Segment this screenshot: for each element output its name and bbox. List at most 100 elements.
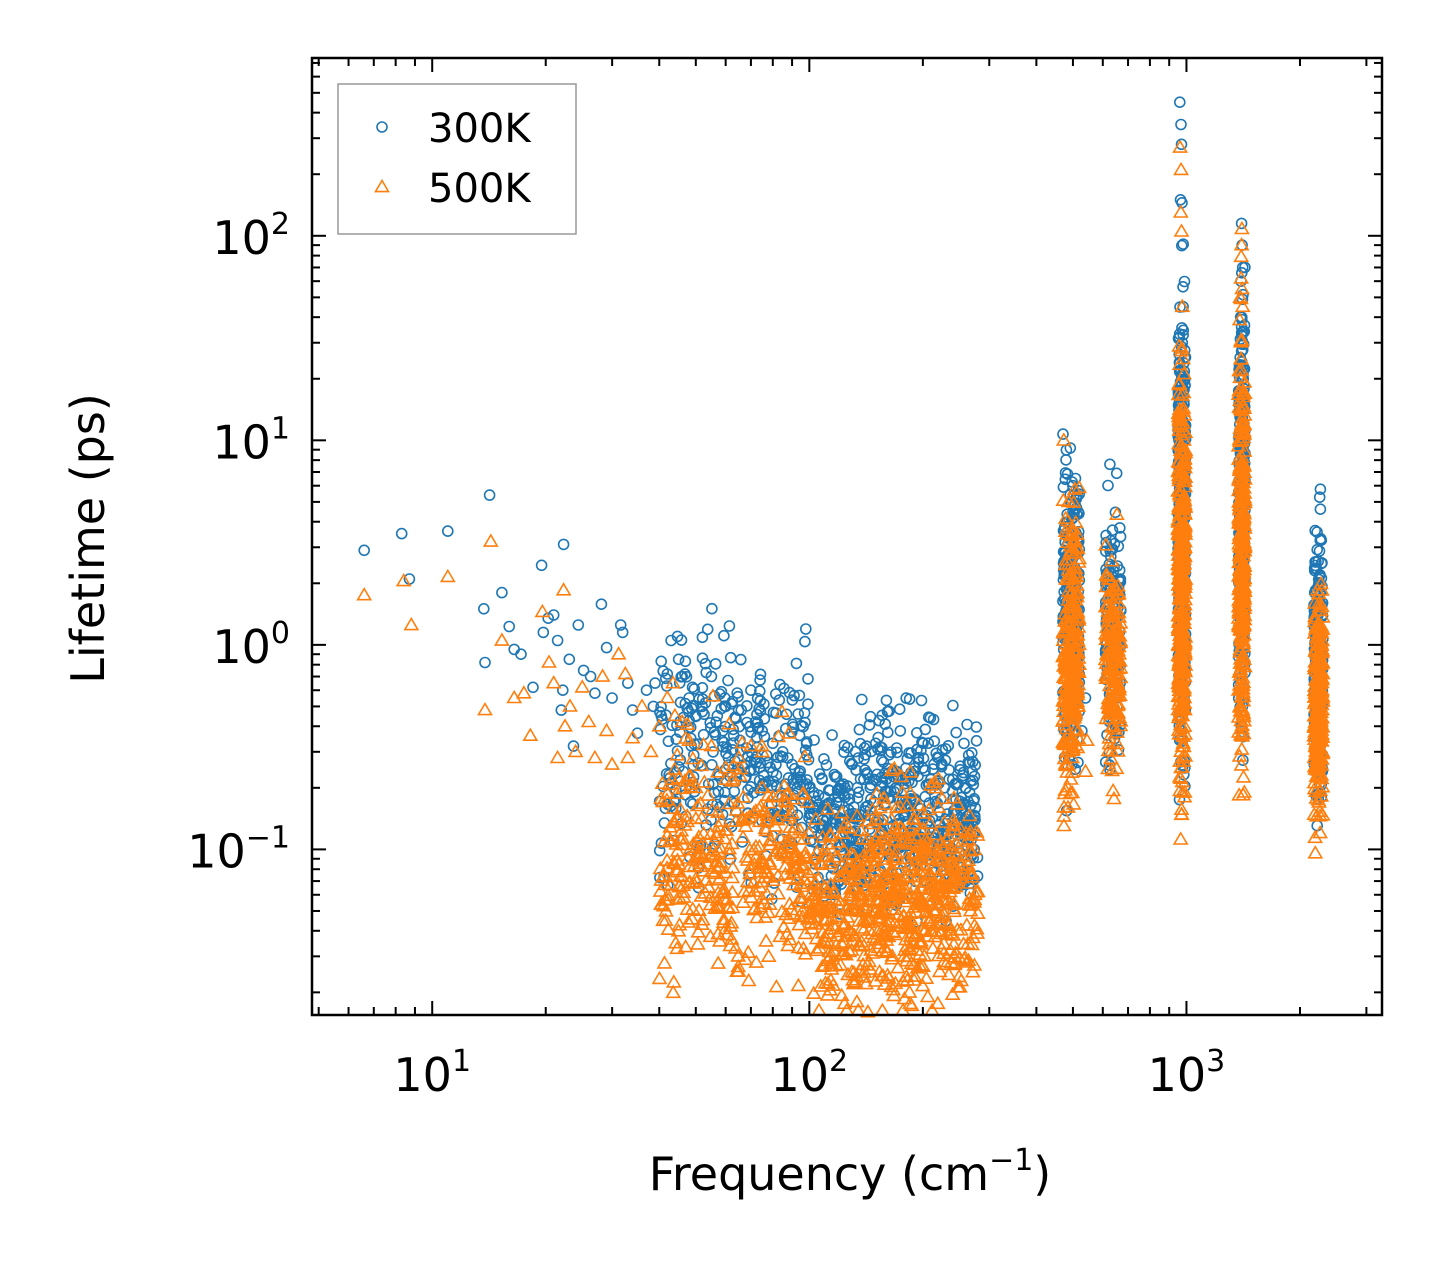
data-point-500k: [867, 832, 884, 847]
data-point-500k: [927, 923, 944, 937]
data-point-300k: [696, 700, 709, 713]
data-point-500k: [845, 972, 861, 986]
data-point-500k: [604, 756, 620, 770]
data-point-500k: [1235, 537, 1252, 552]
data-point-300k: [754, 668, 767, 681]
data-point-500k: [890, 959, 906, 974]
data-point-300k: [1114, 522, 1126, 534]
data-point-500k: [934, 790, 951, 805]
data-point-500k: [936, 814, 953, 828]
data-point-300k: [551, 634, 564, 647]
data-point-300k: [1311, 526, 1323, 538]
scatter-points-layer: [356, 96, 1331, 1018]
data-point-500k: [1065, 796, 1082, 810]
data-point-500k: [775, 802, 792, 817]
data-point-500k: [674, 713, 691, 728]
data-point-500k: [738, 849, 755, 863]
data-point-500k: [927, 902, 944, 916]
data-point-500k: [1313, 767, 1330, 781]
data-point-500k: [1110, 743, 1126, 757]
data-point-500k: [787, 858, 804, 873]
data-point-500k: [706, 865, 723, 880]
data-point-500k: [805, 985, 822, 1000]
data-point-500k: [1101, 700, 1117, 715]
data-point-500k: [928, 826, 945, 841]
data-point-300k: [653, 844, 666, 857]
data-point-300k: [928, 735, 941, 748]
data-point-300k: [858, 742, 871, 754]
data-point-500k: [780, 910, 797, 925]
data-point-300k: [776, 745, 789, 758]
data-point-300k: [959, 781, 972, 794]
data-point-500k: [929, 995, 946, 1010]
data-point-500k: [883, 811, 900, 825]
data-point-500k: [1099, 760, 1116, 775]
data-point-500k: [903, 955, 920, 970]
data-point-300k: [616, 626, 629, 639]
data-point-500k: [880, 917, 897, 931]
data-point-500k: [914, 847, 930, 862]
data-point-300k: [864, 781, 877, 794]
data-point-500k: [884, 901, 901, 915]
data-point-500k: [819, 801, 836, 815]
data-point-500k: [700, 879, 717, 893]
data-point-500k: [1070, 554, 1087, 568]
data-point-500k: [899, 948, 916, 963]
data-point-500k: [710, 843, 727, 858]
data-point-500k: [1306, 774, 1323, 789]
data-point-300k: [853, 836, 865, 848]
data-point-300k: [967, 774, 979, 787]
data-point-500k: [770, 886, 787, 900]
data-point-500k: [1234, 298, 1251, 313]
data-point-500k: [574, 679, 591, 693]
data-point-500k: [872, 912, 889, 927]
data-point-500k: [776, 778, 793, 792]
data-point-300k: [915, 694, 928, 707]
data-point-500k: [1176, 789, 1193, 803]
data-point-500k: [808, 942, 825, 957]
data-point-500k: [960, 952, 977, 967]
data-point-300k: [872, 743, 884, 755]
data-point-300k: [799, 623, 812, 635]
data-point-300k: [835, 779, 847, 792]
data-point-300k: [537, 626, 550, 639]
data-point-500k: [718, 892, 735, 906]
data-point-500k: [1171, 671, 1187, 686]
data-point-500k: [1172, 204, 1189, 218]
data-point-500k: [948, 836, 965, 850]
data-point-500k: [787, 849, 804, 863]
data-point-500k: [969, 925, 986, 939]
data-point-500k: [610, 646, 627, 660]
data-point-500k: [1235, 565, 1252, 579]
data-point-300k: [756, 724, 769, 737]
data-point-300k: [589, 687, 601, 700]
data-point-500k: [770, 728, 787, 743]
data-point-300k: [709, 658, 722, 670]
data-point-500k: [964, 866, 981, 880]
data-point-500k: [919, 988, 936, 1003]
data-point-500k: [690, 829, 707, 843]
data-point-300k: [860, 767, 873, 779]
data-point-500k: [668, 785, 685, 800]
data-point-500k: [657, 891, 673, 906]
data-point-500k: [934, 892, 951, 906]
data-point-500k: [926, 774, 943, 788]
data-point-500k: [913, 936, 930, 950]
data-point-500k: [901, 984, 918, 998]
data-point-500k: [1060, 647, 1077, 661]
data-point-500k: [1108, 666, 1125, 680]
data-point-300k: [707, 746, 719, 758]
data-point-300k: [600, 641, 613, 654]
data-point-500k: [735, 829, 751, 843]
data-point-500k: [1061, 733, 1078, 747]
data-point-500k: [1231, 598, 1247, 613]
data-point-500k: [1233, 334, 1250, 348]
data-point-500k: [679, 901, 696, 916]
data-point-500k: [853, 934, 870, 948]
data-point-300k: [1057, 428, 1069, 440]
data-point-500k: [745, 875, 762, 889]
data-point-300k: [1114, 530, 1127, 543]
data-point-500k: [624, 730, 641, 744]
data-point-300k: [706, 602, 718, 615]
data-point-500k: [818, 904, 835, 918]
